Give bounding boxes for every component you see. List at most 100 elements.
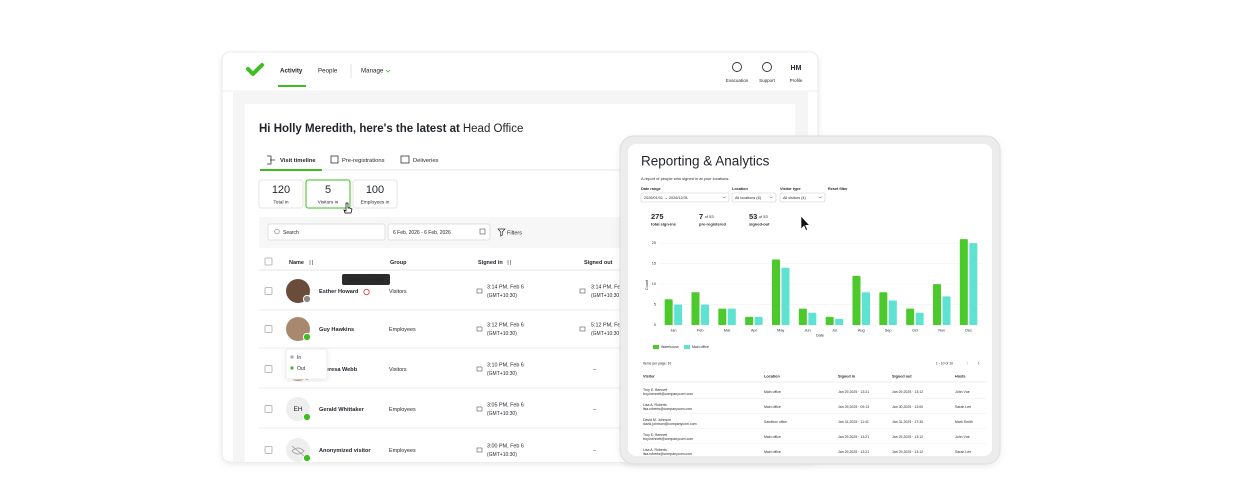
pagination-prev[interactable] <box>966 361 969 365</box>
status-option-dot <box>290 366 294 370</box>
nav-action-label[interactable]: Profile <box>790 78 803 83</box>
x-tick-label: Feb <box>697 329 704 333</box>
y-tick-label: 5 <box>654 303 656 307</box>
profile-initials[interactable]: HM <box>791 65 802 72</box>
bar <box>701 304 709 325</box>
visitor-name[interactable]: Esther Howard <box>319 289 359 295</box>
report-stat-of: of 53 <box>759 214 769 219</box>
signed-out-time: – <box>593 407 596 413</box>
stat-label: Visitors in <box>318 199 339 205</box>
signed-out-time: – <box>593 367 596 373</box>
nav-action-label[interactable]: Evacuation <box>726 78 749 83</box>
tablet-screen <box>628 144 992 456</box>
pagination-next[interactable] <box>977 361 980 365</box>
visitor-name[interactable]: Guy Hawkins <box>319 327 354 333</box>
bar <box>942 296 951 325</box>
sign-in-icon <box>476 406 483 412</box>
signed-in-time: 3:14 PM, Feb 6 <box>487 284 524 290</box>
report-host: John Vue <box>955 435 970 439</box>
reset-filter[interactable]: Reset filter <box>828 187 848 191</box>
checkbox[interactable] <box>264 446 273 454</box>
filter-select[interactable] <box>640 192 730 203</box>
checkbox[interactable] <box>264 325 273 333</box>
nav-item[interactable]: Activity <box>280 68 303 75</box>
visitor-group: Visitors <box>389 289 407 295</box>
x-tick-label: Jul <box>832 329 837 333</box>
checkbox[interactable] <box>264 405 273 413</box>
stat-box[interactable] <box>258 179 304 209</box>
tooltip: Identity not verified <box>348 277 384 282</box>
x-tick-label: Apr <box>751 329 758 333</box>
sign-out-icon <box>579 326 586 332</box>
report-stat-value: 275 <box>651 212 664 221</box>
report-visitor: Troy E. Bennett <box>643 433 667 437</box>
nav-item[interactable]: Manage <box>361 68 384 75</box>
anonymized-icon <box>291 445 305 457</box>
bar <box>772 259 780 325</box>
nav-action-label[interactable]: Support <box>759 78 776 83</box>
filter-label: Date range <box>641 187 661 191</box>
report-location: Main office <box>764 435 781 439</box>
tab[interactable]: Pre-registrations <box>342 158 385 164</box>
report-host: Sarah Lee <box>955 405 971 409</box>
visitor-name[interactable]: Gerald Whittaker <box>319 407 365 413</box>
nav-item[interactable]: People <box>318 68 338 75</box>
visitor-group: Employees <box>389 327 416 333</box>
bar <box>825 316 834 325</box>
nav-active-underline <box>278 85 306 87</box>
status-option[interactable]: In <box>297 355 301 361</box>
bar <box>888 300 897 325</box>
date-input[interactable] <box>387 223 491 241</box>
signed-in-time: 3:12 PM, Feb 6 <box>487 322 524 328</box>
x-tick-label: Mar <box>724 329 731 333</box>
bar <box>727 308 736 325</box>
report-email: troy.bennett@companycom.com <box>643 392 693 396</box>
report-stat: 53 of 53 <box>749 212 769 221</box>
checkbox[interactable] <box>264 257 273 266</box>
pagination-per-page: Items per page: 10 <box>643 361 671 365</box>
status-menu <box>285 348 328 380</box>
tab[interactable]: Visit timeline <box>280 158 316 164</box>
visitor-name[interactable]: Anonymized visitor <box>319 448 371 454</box>
search-input[interactable] <box>267 223 386 241</box>
report-page: Reporting & Analytics A report of people … <box>640 154 986 456</box>
sign-in-icon <box>476 447 483 453</box>
sign-in-icon <box>476 366 483 372</box>
filter-select[interactable] <box>779 192 826 203</box>
checkbox[interactable] <box>264 287 273 295</box>
report-stat-value: 7 <box>699 212 703 221</box>
hand-cursor <box>343 202 353 214</box>
search-icon <box>274 228 280 235</box>
bar <box>852 275 861 325</box>
bar <box>879 292 888 325</box>
report-stat-of: of 53 <box>705 214 715 219</box>
report-title: Reporting & Analytics <box>641 154 770 169</box>
filter-select[interactable] <box>731 192 777 203</box>
legend-label: Main office <box>692 345 709 349</box>
column-header: Signed out <box>584 260 613 266</box>
date-range: 6 Feb, 2026 - 6 Feb, 2026 <box>393 230 451 236</box>
sign-in-icon <box>476 326 483 332</box>
bar <box>798 308 807 325</box>
filter-value: All visitors (4) <box>783 196 807 200</box>
report-stat-value: 53 <box>749 212 757 221</box>
filters-button[interactable]: Filters <box>507 230 522 236</box>
stat-box[interactable] <box>305 179 351 209</box>
stat-box[interactable] <box>352 179 398 209</box>
filter-label: Visitor type <box>780 187 801 191</box>
report-signed-out: Jan 29,2025 · 13:12 <box>892 435 923 439</box>
report-signed-out: Jan 29,2025 · 13:12 <box>892 390 923 394</box>
status-option[interactable]: Out <box>297 366 306 372</box>
visitor-group: Employees <box>389 407 416 413</box>
x-tick-label: Nov <box>938 329 945 333</box>
tab[interactable]: Deliveries <box>413 158 439 164</box>
legend-swatch <box>684 345 690 349</box>
chevron <box>385 69 391 73</box>
signed-in-timezone: (GMT+10:30) <box>487 452 517 458</box>
stat-label: Total in <box>273 199 289 205</box>
checkbox[interactable] <box>264 365 273 373</box>
report-email: lisa.roberts@companycom.com <box>643 452 692 456</box>
tab-icon <box>330 155 339 164</box>
visitor-name[interactable]: Theresa Webb <box>319 367 358 373</box>
bar <box>718 308 727 325</box>
